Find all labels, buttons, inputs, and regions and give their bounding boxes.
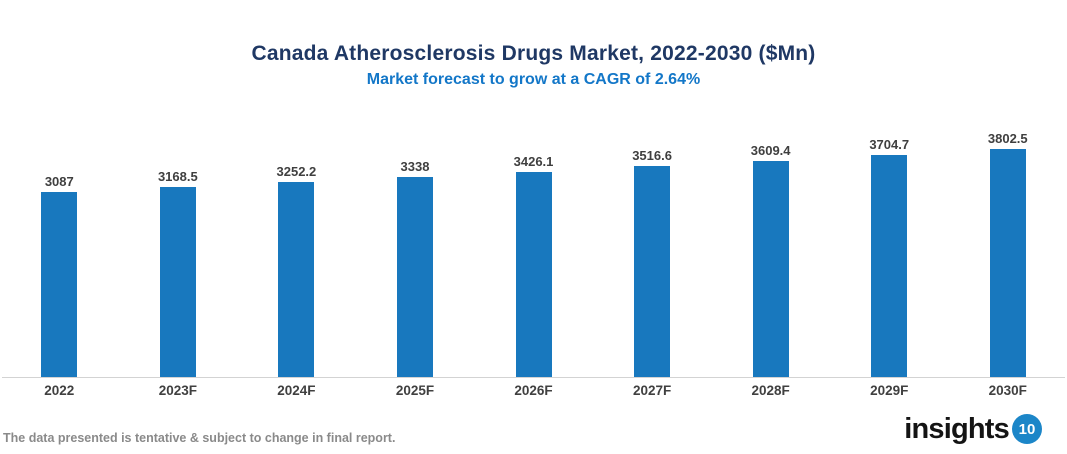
bar-value-label: 3426.1 [513, 153, 554, 169]
logo-text: insights [904, 412, 1010, 445]
bar [634, 166, 671, 377]
bar-group: 3168.5 [119, 120, 238, 377]
x-tick-label: 2024F [277, 383, 316, 398]
x-tick-label: 2030F [988, 383, 1027, 398]
chart-subtitle: Market forecast to grow at a CAGR of 2.6… [366, 71, 701, 88]
bar-value-label: 3704.7 [869, 136, 910, 152]
bar-group: 3426.1 [474, 120, 593, 377]
bar [396, 176, 433, 377]
bar-group: 3802.5 [949, 120, 1067, 377]
bar-value-label: 3802.5 [987, 131, 1028, 146]
bar [871, 154, 908, 377]
bar [989, 149, 1026, 377]
insights10-logo: insights 10 [904, 414, 1042, 444]
disclaimer-text: The data presented is tentative & subjec… [3, 431, 396, 445]
x-tick-label: 2028F [751, 383, 790, 398]
bar [159, 187, 196, 377]
x-axis-labels: 2022 2023F 2024F 2025F 2026F 2027F 2028F 2029F 2… [0, 383, 1067, 398]
bar-group: 3516.6 [593, 120, 712, 377]
plot-area: 3087 3168.5 3252.2 3338 3426.1 3516.6 3609.4 37… [0, 120, 1067, 377]
bar-value-label: 3087 [44, 173, 74, 189]
bar-value-label: 3516.6 [632, 148, 672, 164]
bar [515, 171, 552, 377]
bar-group: 3087 [0, 120, 119, 377]
chart-title: Canada Atherosclerosis Drugs Market, 202… [251, 42, 816, 65]
bar-value-label: 3252.2 [276, 164, 317, 179]
x-tick-label: 2027F [632, 383, 672, 398]
bar-group: 3252.2 [237, 120, 356, 377]
x-tick-label: 2022 [44, 383, 75, 398]
bar-group: 3704.7 [830, 120, 949, 377]
bar-value-label: 3338 [400, 158, 430, 174]
x-axis-line [2, 377, 1065, 378]
bar [41, 191, 78, 377]
bar [752, 160, 789, 377]
bar-value-label: 3609.4 [750, 142, 791, 158]
x-tick-label: 2029F [870, 383, 909, 398]
bar-value-label: 3168.5 [157, 169, 198, 184]
x-tick-label: 2026F [514, 383, 553, 398]
x-tick-label: 2025F [395, 383, 435, 398]
bar-group: 3609.4 [711, 120, 830, 377]
x-tick-label: 2023F [158, 383, 197, 398]
bar-group: 3338 [356, 120, 475, 377]
bar [278, 182, 315, 377]
logo-badge: 10 [1012, 414, 1042, 444]
